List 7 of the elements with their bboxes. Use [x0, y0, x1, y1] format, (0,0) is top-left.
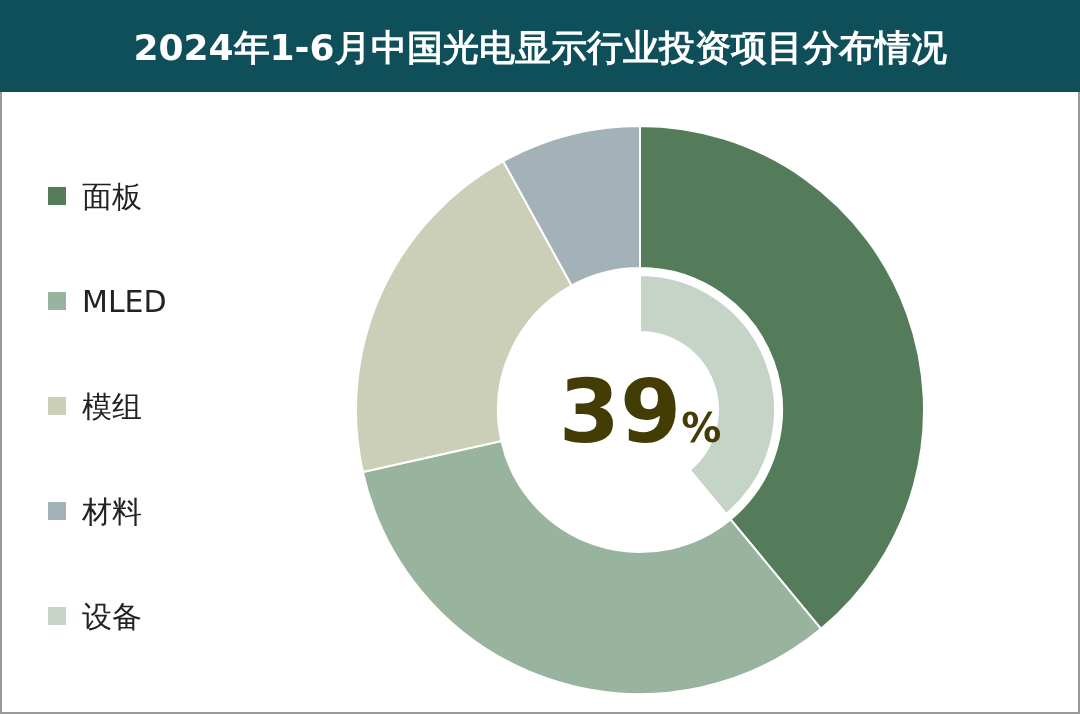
legend-label: 模组	[82, 389, 142, 424]
legend-label: 面板	[82, 179, 142, 214]
legend-label: 设备	[82, 599, 142, 634]
chart-title: 2024年1-6月中国光电显示行业投资项目分布情况	[133, 27, 947, 68]
text: 39%	[558, 360, 722, 463]
legend-label: 材料	[81, 494, 142, 529]
legend-label: MLED	[82, 284, 167, 319]
